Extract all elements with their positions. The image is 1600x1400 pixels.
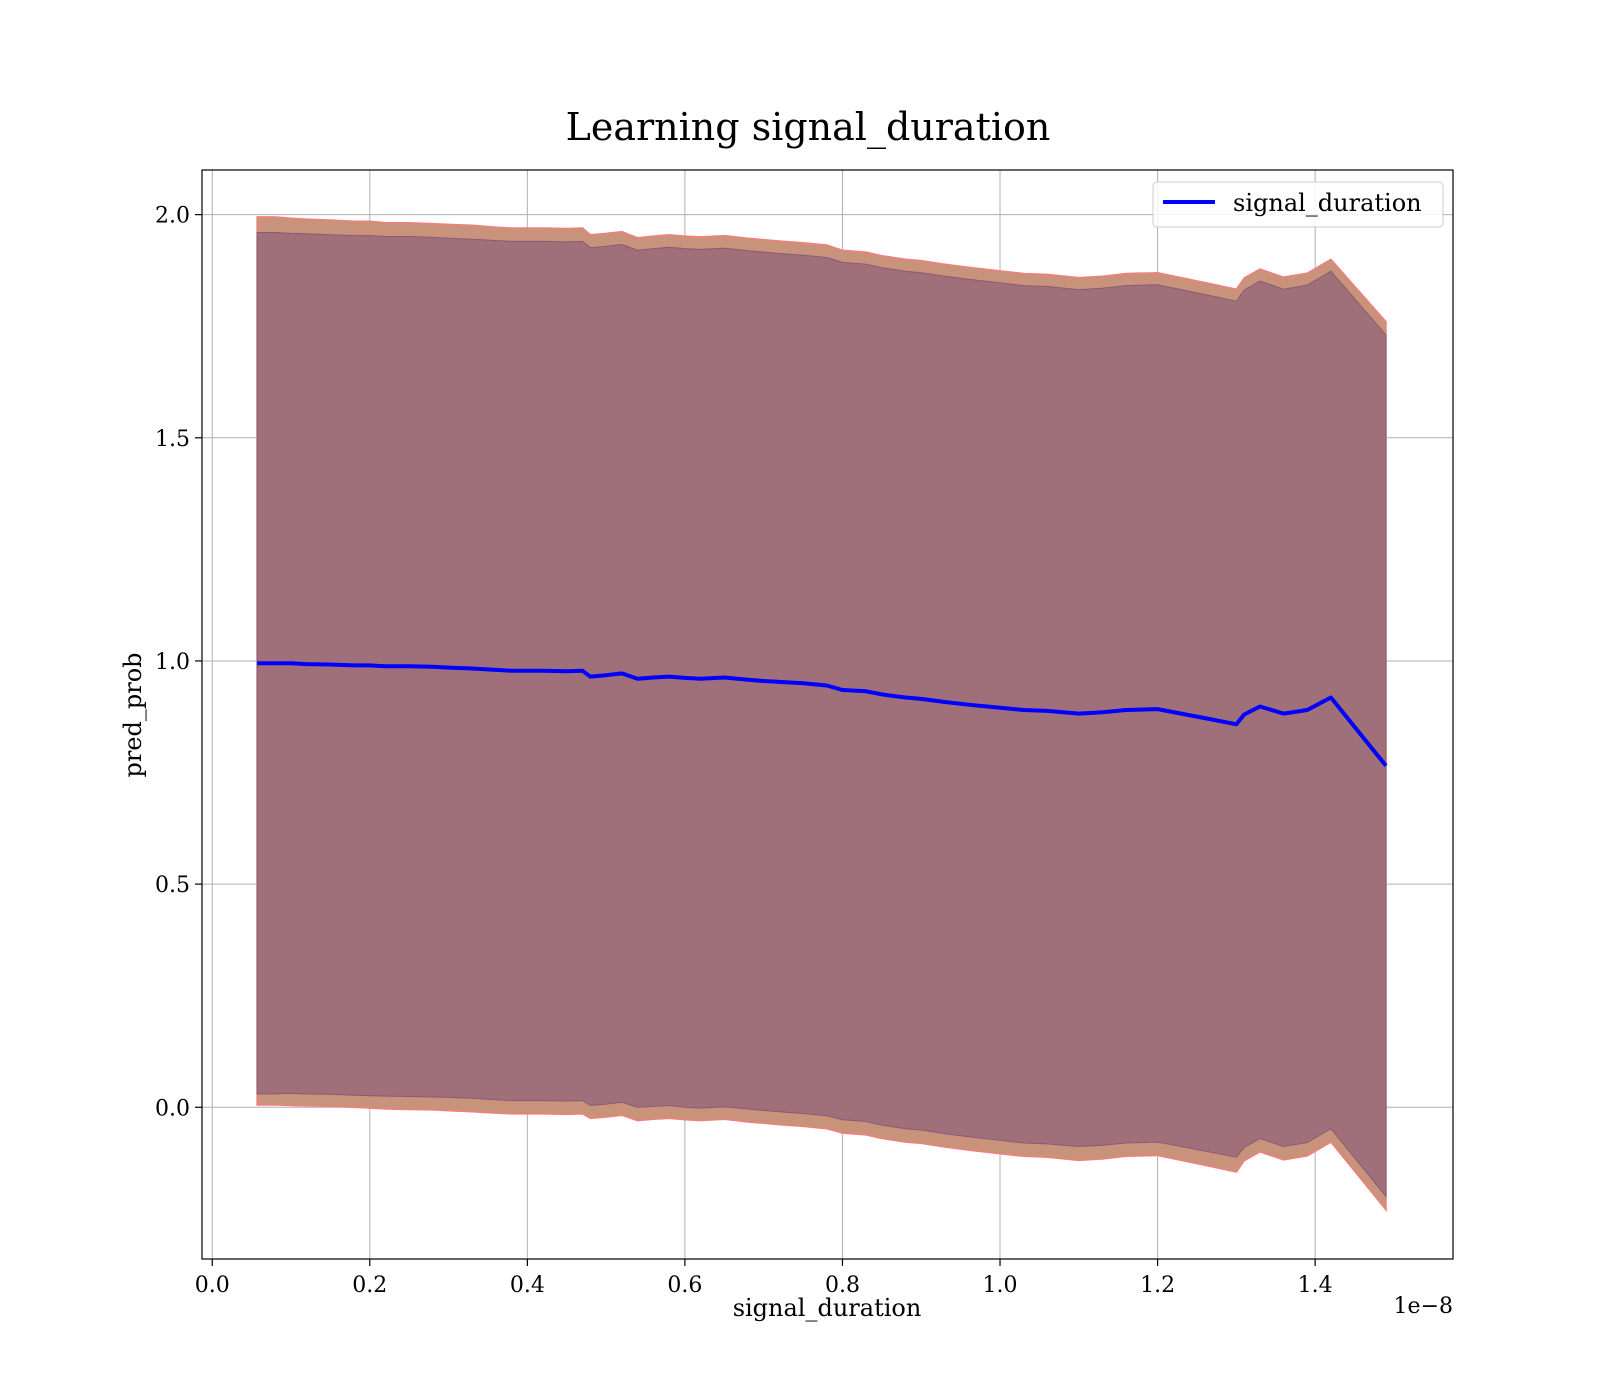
y-tick-label: 1.0	[155, 650, 190, 675]
x-tick-label: 0.2	[352, 1273, 387, 1298]
legend: signal_duration	[1152, 181, 1444, 228]
y-tick-label: 2.0	[155, 204, 190, 229]
plot-area	[256, 216, 1388, 1213]
x-axis-ticks: 0.0 0.2 0.4 0.6 0.8 1.0 1.2 1.4	[195, 1259, 1333, 1298]
y-tick-label: 1.5	[155, 427, 190, 452]
x-tick-label: 1.4	[1298, 1273, 1333, 1298]
x-offset-label: 1e−8	[1394, 1294, 1453, 1319]
chart-title: Learning signal_duration	[566, 105, 1051, 150]
y-tick-label: 0.0	[155, 1096, 190, 1121]
y-tick-label: 0.5	[155, 873, 190, 898]
y-axis-ticks: 0.0 0.5 1.0 1.5 2.0	[155, 204, 202, 1121]
x-tick-label: 0.8	[825, 1273, 860, 1298]
band-inner-area	[256, 232, 1387, 1198]
x-tick-label: 0.0	[195, 1273, 230, 1298]
plot-frame	[201, 169, 1454, 1260]
legend-label-signal-duration: signal_duration	[1233, 189, 1422, 217]
y-axis-label: pred_prob	[119, 652, 147, 777]
x-axis-label: signal_duration	[733, 1294, 922, 1322]
legend-box	[1152, 181, 1444, 228]
x-tick-label: 1.0	[983, 1273, 1018, 1298]
x-tick-label: 0.4	[510, 1273, 545, 1298]
x-tick-label: 1.2	[1140, 1273, 1175, 1298]
series-line-signal-duration	[257, 661, 1388, 768]
x-tick-label: 0.6	[667, 1273, 702, 1298]
